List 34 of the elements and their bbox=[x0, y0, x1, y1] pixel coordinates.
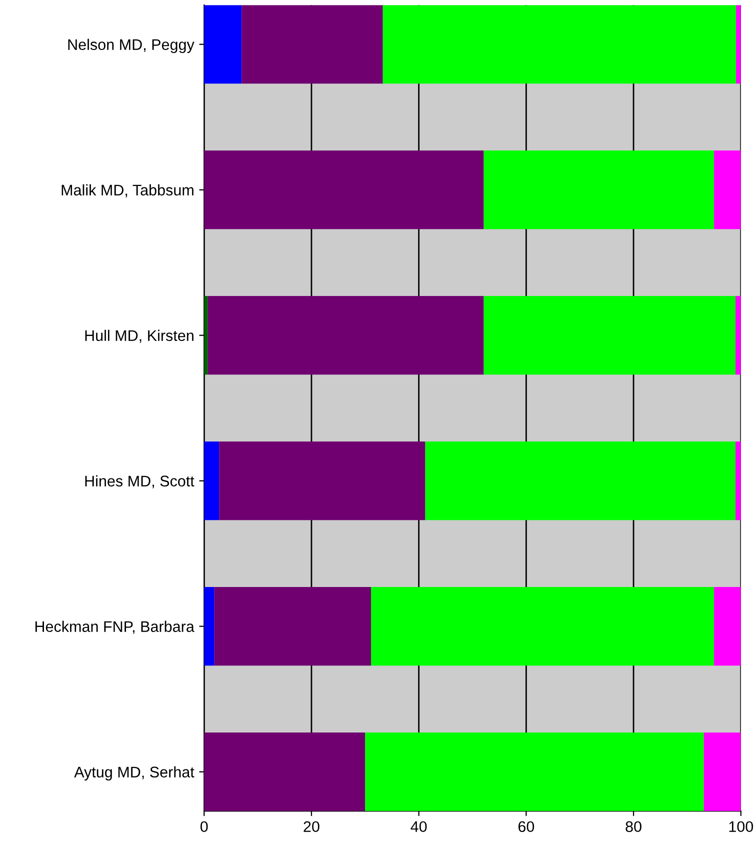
bar bbox=[382, 5, 736, 84]
y-tick-label: Nelson MD, Peggy bbox=[68, 38, 194, 54]
x-tick-label: 40 bbox=[410, 821, 427, 832]
y-tick-label: Hines MD, Scott bbox=[85, 475, 194, 488]
bar bbox=[204, 150, 484, 230]
bar bbox=[204, 587, 214, 666]
bar bbox=[484, 150, 714, 230]
bar bbox=[714, 150, 741, 230]
bar bbox=[365, 732, 704, 812]
bar bbox=[204, 5, 242, 84]
y-tick-label: Heckman FNP, Barbara bbox=[35, 620, 194, 634]
bar bbox=[214, 587, 372, 666]
bar bbox=[371, 587, 714, 666]
bar bbox=[208, 296, 484, 375]
bar bbox=[704, 732, 741, 812]
bar bbox=[242, 5, 383, 84]
bar bbox=[736, 5, 741, 84]
y-tick-label: Aytug MD, Serhat bbox=[74, 766, 194, 781]
x-tick-label: 100 bbox=[729, 821, 754, 832]
bar bbox=[736, 296, 741, 375]
x-tick-label: 60 bbox=[518, 821, 534, 832]
bar bbox=[736, 442, 741, 520]
y-tick-label: Hull MD, Kirsten bbox=[85, 330, 194, 343]
bar bbox=[425, 442, 736, 520]
bar bbox=[204, 296, 208, 375]
bar bbox=[219, 442, 426, 520]
x-tick-label: 0 bbox=[200, 821, 208, 832]
bar bbox=[484, 296, 736, 375]
x-tick-label: 80 bbox=[626, 821, 642, 832]
bar bbox=[204, 732, 366, 812]
y-tick-label: Malik MD, Tabbsum bbox=[62, 184, 194, 198]
bar bbox=[204, 442, 220, 520]
bar bbox=[714, 587, 741, 666]
x-tick-label: 20 bbox=[304, 821, 320, 832]
